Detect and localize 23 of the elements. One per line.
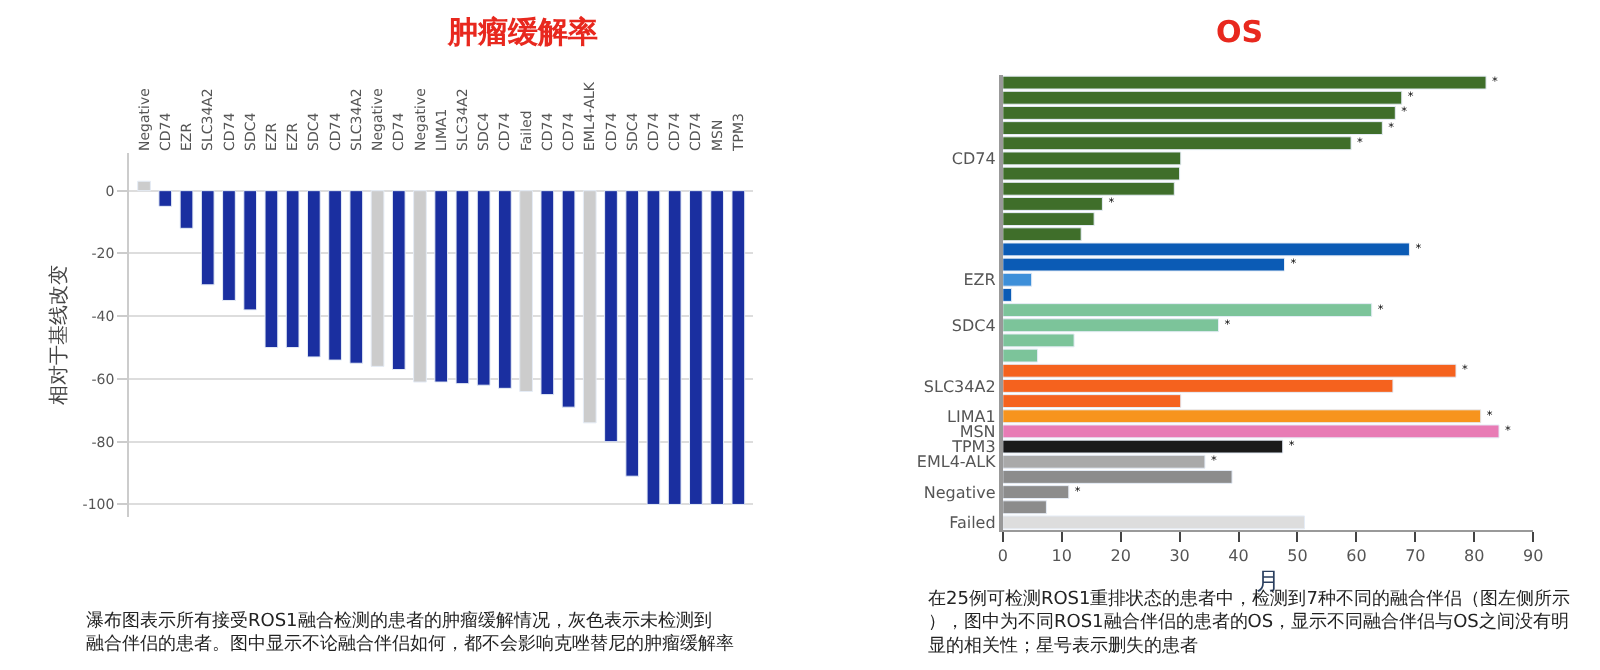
chart-title: 肿瘤缓解率 (446, 14, 598, 50)
y-tick-label: EZR (963, 271, 997, 290)
y-tick-label: TPM3 (950, 438, 996, 457)
x-tick-label: 70 (1405, 547, 1426, 566)
y-tick-label: SDC4 (951, 316, 996, 335)
x-tick-label: 10 (1051, 547, 1072, 566)
x-tick-label: 20 (1110, 547, 1131, 566)
x-tick-label: 90 (1523, 547, 1544, 566)
y-tick-label: Failed (949, 514, 996, 533)
y-tick-label: CD74 (951, 150, 996, 169)
x-tick-label: 60 (1346, 547, 1367, 566)
y-axis-title: 相对于基线改变 (46, 265, 71, 405)
chart-title: OS (1216, 14, 1264, 50)
x-tick-label: 50 (1287, 547, 1308, 566)
x-tick-label: 80 (1464, 547, 1485, 566)
x-tick-label: 30 (1169, 547, 1190, 566)
y-tick-label: MSN (959, 423, 996, 442)
y-tick-label: Negative (923, 483, 996, 502)
text: 瀑布图表示所有接受ROS1融合检测的患者的肿瘤缓解情况，灰色表示未检测到融合伴侣的患者。图中显示不论融合伴侣如何，都不会影响克唑替尼的肿瘤缓解率 (86, 610, 734, 656)
x-tick-label: 40 (1228, 547, 1249, 566)
y-tick-label: LIMA1 (947, 407, 996, 426)
y-tick-label: EML4-ALK (916, 453, 998, 472)
y-tick-label: SLC34A2 (923, 377, 996, 396)
